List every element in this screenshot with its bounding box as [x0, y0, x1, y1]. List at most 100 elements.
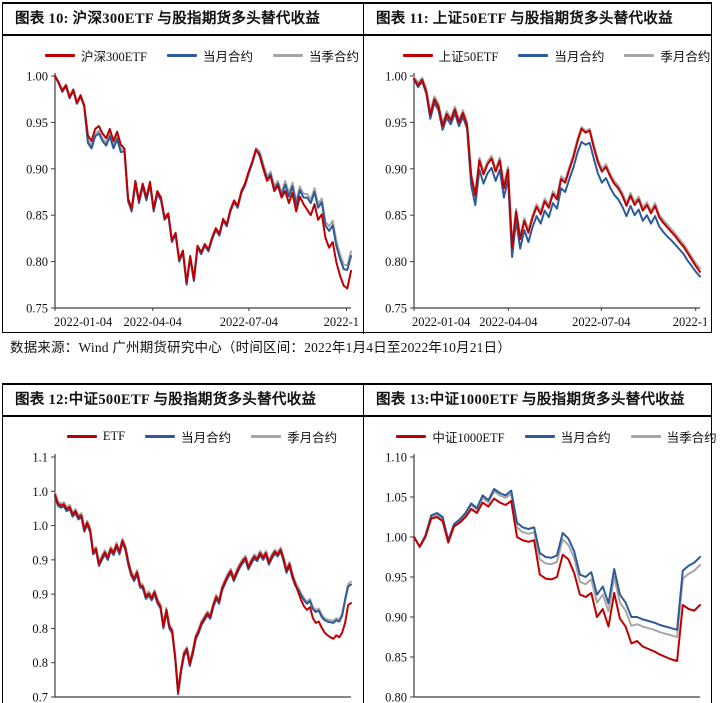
x-tick-label: 2022-07-04 [572, 315, 631, 329]
line-chart: 1.00 0.95 0.90 0.85 0.80 0.75 2022-01-04 2022-0… [26, 70, 369, 330]
legend-line-swatch [630, 434, 661, 438]
chart12-title: 图表 12:中证500ETF 与股指期货多头替代收益 [3, 385, 363, 417]
y-tick-label: 0.80 [385, 255, 407, 269]
series-line [54, 75, 352, 286]
legend-label: ETF [102, 428, 126, 443]
legend-label: 当季合约 [308, 49, 359, 64]
line-chart: 1.1 1.0 1.0 0.9 0.9 0.8 0.8 0.7 [32, 451, 352, 703]
line-chart: 1.10 1.05 1.00 0.95 0.90 0.85 0.80 [385, 451, 701, 703]
chart10-canvas: 1.00 0.95 0.90 0.85 0.80 0.75 2022-01-04 2022-0… [3, 68, 369, 334]
chart13-cell: 图表 13:中证1000ETF 与股指期货多头替代收益 中证1000ETF 当月合… [364, 385, 717, 703]
y-tick-label: 0.7 [32, 691, 48, 703]
chart10-title: 图表 10: 沪深300ETF 与股指期货多头替代收益 [3, 4, 363, 36]
legend-line-swatch [518, 53, 549, 57]
y-tick-label: 1.0 [32, 519, 48, 533]
series-line [413, 75, 701, 270]
y-tick-label: 0.90 [385, 611, 407, 625]
chart13-canvas: 1.10 1.05 1.00 0.95 0.90 0.85 0.80 [364, 449, 711, 703]
y-tick-label: 0.85 [385, 209, 407, 223]
data-source-note: 数据来源：Wind 广州期货研究中心（时间区间：2022年1月4日至2022年1… [10, 340, 512, 355]
y-tick-label: 0.8 [32, 622, 48, 636]
series-line [413, 497, 701, 662]
chart13-legend: 中证1000ETF 当月合约 当季合约 [364, 423, 717, 449]
legend-label: 季月合约 [660, 49, 711, 64]
x-tick-label: 2022-10- [324, 315, 359, 329]
legend-item: 季月合约 [251, 427, 337, 446]
y-tick-label: 0.95 [385, 116, 407, 130]
y-tick-label: 0.95 [26, 116, 48, 130]
legend-label: 中证1000ETF [432, 430, 505, 445]
legend-item: 当月合约 [518, 46, 604, 65]
legend-line-swatch [402, 53, 433, 57]
y-tick-label: 0.85 [26, 209, 48, 223]
legend-label: 当月合约 [181, 430, 232, 445]
legend-label: 沪深300ETF [80, 49, 147, 64]
y-tick-label: 1.0 [32, 485, 48, 499]
x-tick-label: 2022-04-04 [124, 315, 183, 329]
legend-item: 上证50ETF [402, 46, 498, 65]
series-line [54, 493, 352, 694]
x-tick-label: 2022-04-04 [479, 315, 538, 329]
y-tick-label: 0.75 [385, 302, 407, 316]
y-tick-label: 1.00 [26, 70, 48, 84]
legend-item: 季月合约 [624, 46, 710, 65]
top-chart-table: 图表 10: 沪深300ETF 与股指期货多头替代收益 沪深300ETF 当月合约… [2, 2, 719, 334]
y-tick-label: 0.90 [385, 162, 407, 176]
chart11-canvas: 1.00 0.95 0.90 0.85 0.80 0.75 2022-01-04 2022-0… [364, 68, 718, 334]
chart11-title: 图表 11: 上证50ETF 与股指期货多头替代收益 [364, 4, 711, 36]
y-tick-label: 1.10 [385, 451, 407, 465]
x-tick-label: 2022-07-04 [220, 315, 279, 329]
y-tick-label: 1.05 [385, 491, 407, 505]
line-chart: 1.00 0.95 0.90 0.85 0.80 0.75 2022-01-04 2022-0… [385, 70, 718, 330]
y-tick-label: 0.9 [32, 553, 48, 567]
legend-line-swatch [44, 53, 75, 57]
chart13-title: 图表 13:中证1000ETF 与股指期货多头替代收益 [364, 385, 711, 417]
axis-lines [54, 454, 351, 698]
y-tick-label: 0.8 [32, 656, 48, 670]
y-tick-label: 0.90 [26, 162, 48, 176]
series-line [413, 488, 701, 631]
y-tick-label: 0.95 [385, 571, 407, 585]
legend-label: 当月合约 [202, 49, 253, 64]
chart11-legend: 上证50ETF 当月合约 季月合约 [364, 42, 711, 68]
legend-line-swatch [624, 53, 655, 57]
x-tick-label: 2022-01-04 [412, 315, 471, 329]
legend-item: 当季合约 [630, 427, 717, 446]
chart11-cell: 图表 11: 上证50ETF 与股指期货多头替代收益 上证50ETF 当月合约 季月… [364, 4, 719, 334]
y-tick-label: 0.80 [26, 255, 48, 269]
legend-line-swatch [524, 434, 555, 438]
y-tick-label: 1.00 [385, 531, 407, 545]
y-tick-label: 0.75 [26, 302, 48, 316]
legend-item: 中证1000ETF [396, 427, 505, 446]
y-tick-label: 0.80 [385, 691, 407, 703]
y-tick-label: 0.9 [32, 588, 48, 602]
chart12-cell: 图表 12:中证500ETF 与股指期货多头替代收益 ETF 当月合约 季月合约 1… [3, 385, 364, 703]
legend-label: 季月合约 [287, 430, 338, 445]
y-tick-label: 0.85 [385, 651, 407, 665]
x-tick-label: 2022-10- [673, 315, 706, 329]
legend-line-swatch [396, 434, 427, 438]
series-line [54, 75, 352, 290]
chart12-canvas: 1.1 1.0 1.0 0.9 0.9 0.8 0.8 0.7 [3, 449, 363, 703]
axis-lines [54, 73, 351, 309]
legend-item: 当月合约 [145, 427, 231, 446]
series-line [413, 77, 701, 273]
legend-label: 当季合约 [666, 430, 717, 445]
y-tick-label: 1.00 [385, 70, 407, 84]
series-line [54, 495, 352, 696]
legend-line-swatch [145, 434, 176, 438]
y-tick-label: 1.1 [32, 451, 48, 465]
legend-item: ETF [66, 428, 126, 444]
legend-item: 当月合约 [166, 46, 253, 65]
bottom-chart-table: 图表 12:中证500ETF 与股指期货多头替代收益 ETF 当月合约 季月合约 1… [2, 383, 717, 703]
legend-item: 当季合约 [272, 46, 359, 65]
legend-item: 当月合约 [524, 427, 611, 446]
legend-item: 沪深300ETF [44, 46, 147, 65]
series-line [54, 491, 352, 692]
legend-line-swatch [66, 434, 97, 438]
legend-label: 当月合约 [554, 49, 605, 64]
series-line [413, 78, 701, 278]
axis-lines [413, 73, 700, 309]
chart12-legend: ETF 当月合约 季月合约 [3, 423, 363, 449]
